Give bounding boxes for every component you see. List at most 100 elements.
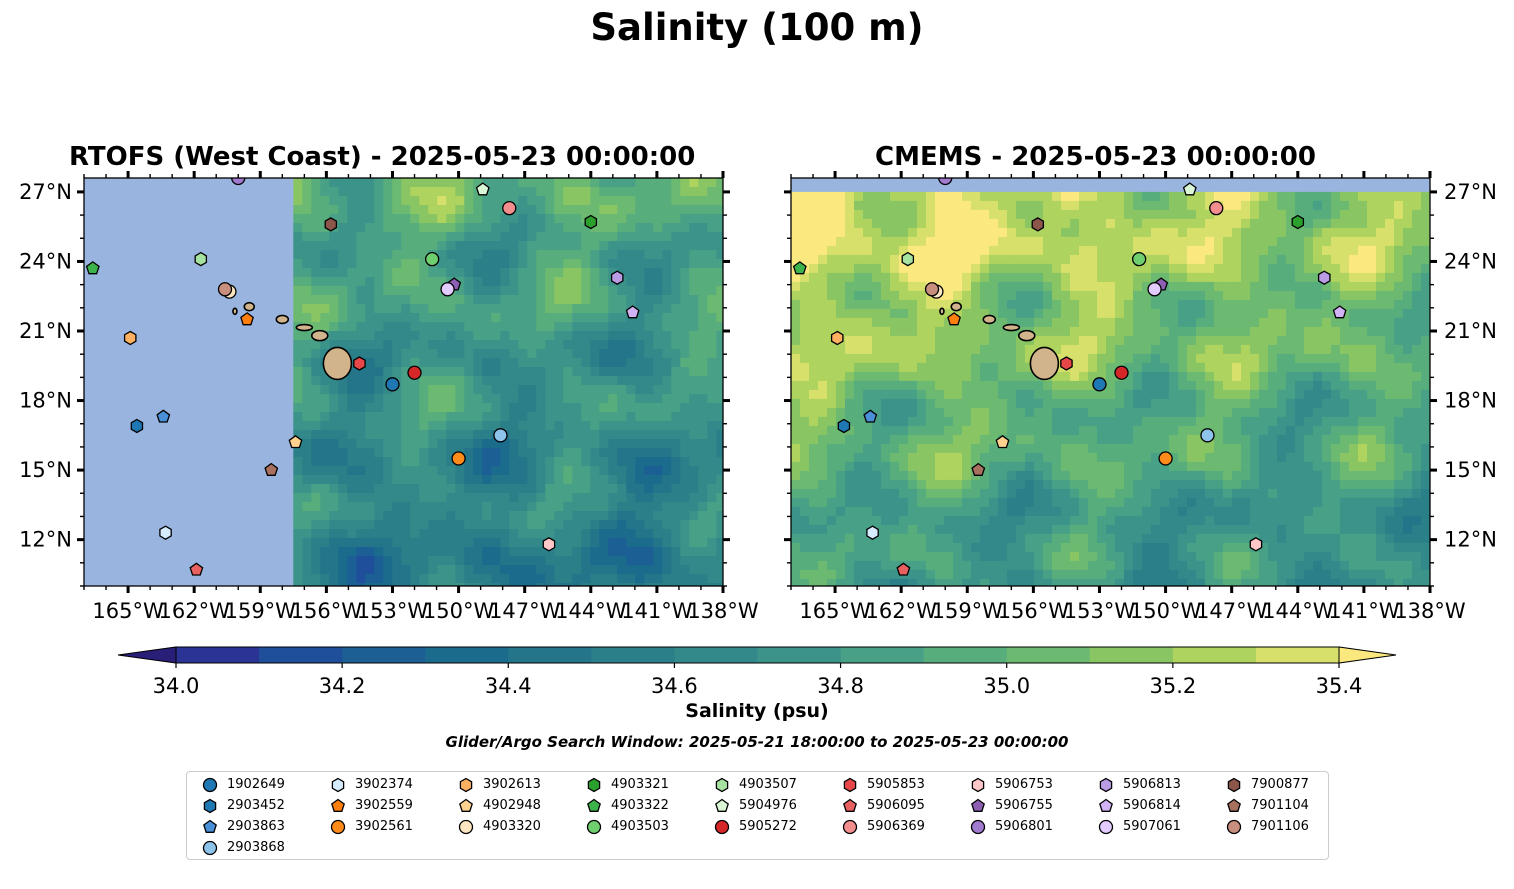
island-hawaii bbox=[322, 346, 353, 381]
float-5906814 bbox=[1332, 305, 1347, 319]
float-7901106 bbox=[217, 282, 233, 297]
hexagon-marker-icon bbox=[1227, 777, 1241, 793]
map-panels: 165°W162°W159°W156°W153°W150°W147°W144°W… bbox=[19, 171, 1497, 698]
legend-marker bbox=[971, 798, 985, 812]
float-legend: 1902649 2903452 2903863 2903868 3902374 39025… bbox=[186, 771, 1329, 860]
lon-tick-label: 150°W bbox=[1130, 599, 1202, 623]
legend-marker bbox=[331, 777, 345, 793]
lon-tick-label: 162°W bbox=[865, 599, 937, 623]
hexagon-marker-icon bbox=[1099, 777, 1113, 793]
legend-marker bbox=[202, 777, 218, 793]
island-molokai bbox=[1002, 323, 1021, 332]
legend-label: 2903452 bbox=[227, 798, 285, 813]
lon-tick-label: 162°W bbox=[158, 599, 230, 623]
pentagon-marker-icon bbox=[1099, 798, 1113, 812]
legend-label: 3902374 bbox=[355, 777, 413, 792]
legend-label: 4903503 bbox=[611, 819, 669, 834]
lon-tick-label: 165°W bbox=[92, 599, 164, 623]
float-4903322 bbox=[792, 261, 807, 275]
map-frame bbox=[83, 177, 724, 587]
colorbar-tick-label: 34.0 bbox=[153, 674, 200, 698]
island-niihau bbox=[939, 307, 945, 316]
colorbar-extend-high bbox=[1338, 646, 1397, 664]
legend-label: 4902948 bbox=[483, 798, 541, 813]
float-2903863 bbox=[156, 409, 171, 423]
colorbar-bin bbox=[1089, 647, 1174, 663]
legend-marker bbox=[715, 798, 729, 812]
island-oahu bbox=[275, 314, 290, 325]
float-5906095 bbox=[189, 562, 204, 576]
float-3902374 bbox=[866, 525, 879, 540]
map-frame bbox=[790, 177, 1431, 587]
lon-tick-label: 147°W bbox=[489, 599, 561, 623]
lon-tick-label: 138°W bbox=[1394, 599, 1466, 623]
lon-tick-label: 141°W bbox=[1328, 599, 1400, 623]
legend-marker bbox=[459, 777, 473, 793]
pentagon-marker-icon bbox=[459, 798, 473, 812]
lon-tick-label: 153°W bbox=[357, 599, 429, 623]
lat-tick-label: 12°N bbox=[1444, 528, 1497, 552]
island-kauai bbox=[950, 301, 963, 312]
float-7901106 bbox=[924, 282, 940, 297]
island-molokai bbox=[295, 323, 314, 332]
float-1902649 bbox=[1092, 377, 1107, 392]
float-4902948 bbox=[288, 434, 303, 449]
lat-tick-label: 24°N bbox=[1444, 249, 1497, 273]
pentagon-marker-icon bbox=[331, 798, 345, 812]
legend-marker bbox=[843, 777, 857, 793]
legend-marker bbox=[1099, 798, 1113, 812]
legend-label: 5905853 bbox=[867, 777, 925, 792]
circle-marker-icon bbox=[1226, 819, 1242, 835]
colorbar-bin bbox=[1255, 647, 1340, 663]
map-rtofs: 165°W162°W159°W156°W153°W150°W147°W144°W… bbox=[19, 171, 759, 623]
legend-label: 4903321 bbox=[611, 777, 669, 792]
lon-tick-label: 159°W bbox=[225, 599, 297, 623]
legend-label: 5904976 bbox=[739, 798, 797, 813]
circle-marker-icon bbox=[714, 819, 730, 835]
lon-tick-label: 150°W bbox=[423, 599, 495, 623]
float-5906813 bbox=[1317, 270, 1331, 285]
lat-tick-label: 27°N bbox=[1444, 180, 1497, 204]
legend-label: 3902613 bbox=[483, 777, 541, 792]
legend-label: 5906753 bbox=[995, 777, 1053, 792]
legend-marker bbox=[1227, 777, 1241, 793]
lon-tick-label: 144°W bbox=[1262, 599, 1334, 623]
circle-marker-icon bbox=[330, 819, 346, 835]
float-5906813 bbox=[610, 270, 624, 285]
colorbar-bin bbox=[425, 647, 509, 663]
legend-label: 4903320 bbox=[483, 819, 541, 834]
float-4903321 bbox=[1291, 214, 1305, 230]
pentagon-marker-icon bbox=[1227, 798, 1241, 812]
legend-marker bbox=[586, 819, 602, 835]
legend-marker bbox=[843, 798, 857, 812]
colorbar-frame bbox=[175, 646, 1340, 664]
float-7901104 bbox=[971, 462, 986, 476]
float-2903863 bbox=[863, 409, 878, 423]
float-2903868 bbox=[493, 428, 508, 443]
legend-marker bbox=[970, 819, 986, 835]
float-3902559 bbox=[947, 312, 961, 326]
lat-tick-label: 18°N bbox=[19, 389, 72, 413]
island-maui bbox=[310, 329, 329, 342]
legend-marker bbox=[330, 819, 346, 835]
float-1902649 bbox=[385, 377, 400, 392]
float-2903452 bbox=[837, 418, 851, 434]
float-5906753 bbox=[542, 537, 556, 552]
hexagon-marker-icon bbox=[587, 777, 601, 793]
float-3902613 bbox=[123, 330, 137, 346]
legend-marker bbox=[459, 798, 473, 812]
legend-marker bbox=[587, 798, 601, 812]
legend-label: 2903868 bbox=[227, 840, 285, 855]
salinity-field bbox=[84, 178, 723, 586]
salinity-field bbox=[791, 178, 1430, 586]
hexagon-marker-icon bbox=[843, 777, 857, 793]
hexagon-marker-icon bbox=[459, 777, 473, 793]
legend-label: 5906369 bbox=[867, 819, 925, 834]
island-hawaii bbox=[1029, 346, 1060, 381]
legend-marker bbox=[587, 777, 601, 793]
panel-title-rtofs: RTOFS (West Coast) - 2025-05-23 00:00:00 bbox=[69, 142, 696, 172]
legend-label: 5907061 bbox=[1123, 819, 1181, 834]
hexagon-marker-icon bbox=[715, 777, 729, 793]
legend-marker bbox=[971, 777, 985, 793]
hexagon-marker-icon bbox=[971, 777, 985, 793]
